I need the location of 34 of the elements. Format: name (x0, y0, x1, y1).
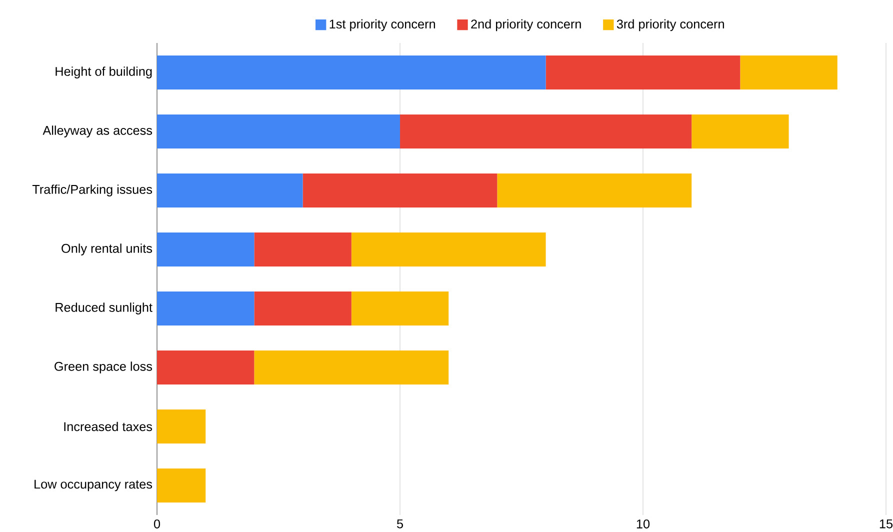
y-tick-label: Green space loss (54, 362, 152, 374)
bar (254, 350, 449, 384)
y-tick-label: Alleyway as access (42, 126, 152, 138)
bar (351, 292, 449, 326)
bar (157, 232, 254, 267)
bar (157, 350, 254, 384)
y-tick-label: Low occupancy rates (34, 480, 152, 492)
bar (302, 174, 498, 208)
bar (157, 292, 254, 326)
bar (157, 409, 206, 444)
legend-label: 1st priority concern (330, 19, 436, 32)
bar (254, 232, 352, 267)
x-tick-label: 10 (636, 519, 650, 528)
y-tick-label: Reduced sunlight (56, 302, 152, 314)
bar (157, 468, 206, 502)
bar (351, 232, 546, 267)
legend-label: 2nd priority concern (471, 19, 581, 32)
y-tick-label: Increased taxes (64, 422, 152, 432)
x-tick-label: 15 (880, 519, 893, 528)
bar (740, 56, 838, 90)
legend-label: 3rd priority concern (616, 19, 724, 32)
bar (400, 114, 692, 149)
bar (157, 114, 400, 149)
bar (692, 114, 789, 149)
bar (546, 56, 740, 90)
y-tick-label: Traffic/Parking issues (32, 184, 152, 196)
y-tick-label: Height of building (56, 66, 152, 78)
x-tick-label: 0 (154, 519, 160, 528)
x-tick-label: 5 (396, 519, 404, 528)
bar (497, 174, 692, 208)
y-tick-label: Only rental units (62, 244, 152, 256)
bar (157, 174, 303, 208)
bar (157, 56, 546, 90)
bar (254, 292, 352, 326)
